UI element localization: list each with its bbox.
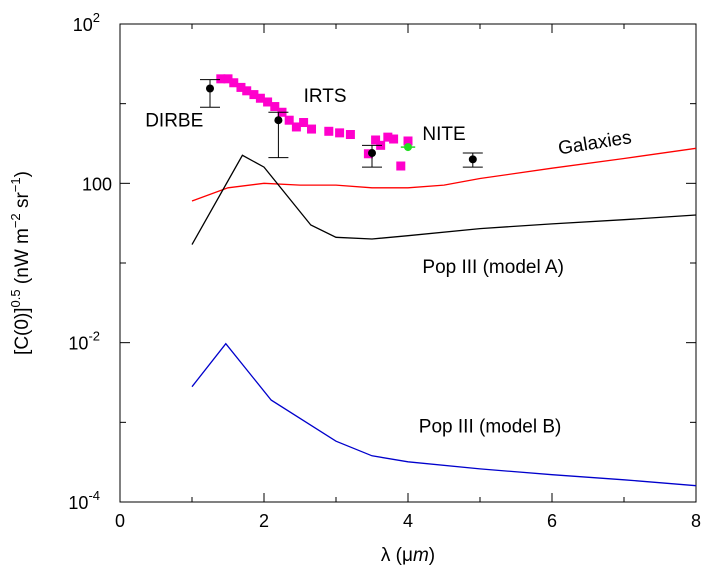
irts-point (383, 132, 393, 142)
irts-point (291, 122, 301, 132)
annotation: DIRBE (145, 110, 203, 131)
y-tick-label: 10-4 (68, 488, 100, 513)
irts-point (396, 161, 406, 171)
irts-point (242, 86, 252, 96)
series (191, 147, 697, 487)
annotation: Pop III (model B) (419, 416, 562, 437)
y-tick-label: 102 (73, 10, 100, 35)
irts-point (389, 134, 399, 144)
irts-point (299, 118, 309, 128)
irts-point (249, 90, 259, 100)
x-tick-label: 2 (259, 511, 269, 531)
irts-point (216, 74, 226, 84)
y-tick-label: 100 (82, 174, 112, 194)
irts-point (335, 128, 345, 138)
annotation: Pop III (model A) (422, 257, 564, 278)
data-point (468, 155, 477, 164)
irts-point (223, 74, 233, 84)
x-tick-label: 0 (115, 511, 125, 531)
plot-frame (119, 23, 697, 503)
x-tick-label: 6 (547, 511, 557, 531)
irts-point (270, 102, 280, 112)
irts-point (263, 97, 273, 107)
irts-point (307, 124, 317, 134)
irts-point (324, 126, 334, 136)
data-point (274, 116, 283, 125)
y-axis-label: [C(0)]0.5 (nW m−2 sr−1) (8, 171, 33, 355)
irts-point (371, 135, 381, 145)
y-tick-label: 10-2 (68, 329, 100, 354)
annotation: Galaxies (557, 127, 633, 159)
annotation: IRTS (304, 86, 347, 107)
x-axis-label: λ (μm) (381, 545, 435, 566)
data-point (368, 149, 376, 158)
irts-point (403, 136, 413, 146)
series-line (191, 147, 697, 202)
annotation: NITE (422, 124, 465, 145)
x-tick-label: 4 (403, 511, 413, 531)
data-point (404, 143, 412, 152)
ticks: 0 2 4 6 8 102 100 10-2 10-4 (68, 10, 701, 531)
irts-point (255, 93, 265, 103)
irts-point (229, 78, 239, 88)
irts-point (345, 130, 355, 140)
irts-point (236, 82, 246, 92)
series-line (191, 154, 697, 245)
irts-point (284, 115, 294, 125)
series-line (191, 342, 697, 487)
data-point (206, 84, 214, 93)
markers (200, 74, 483, 171)
x-tick-label: 8 (691, 511, 701, 531)
